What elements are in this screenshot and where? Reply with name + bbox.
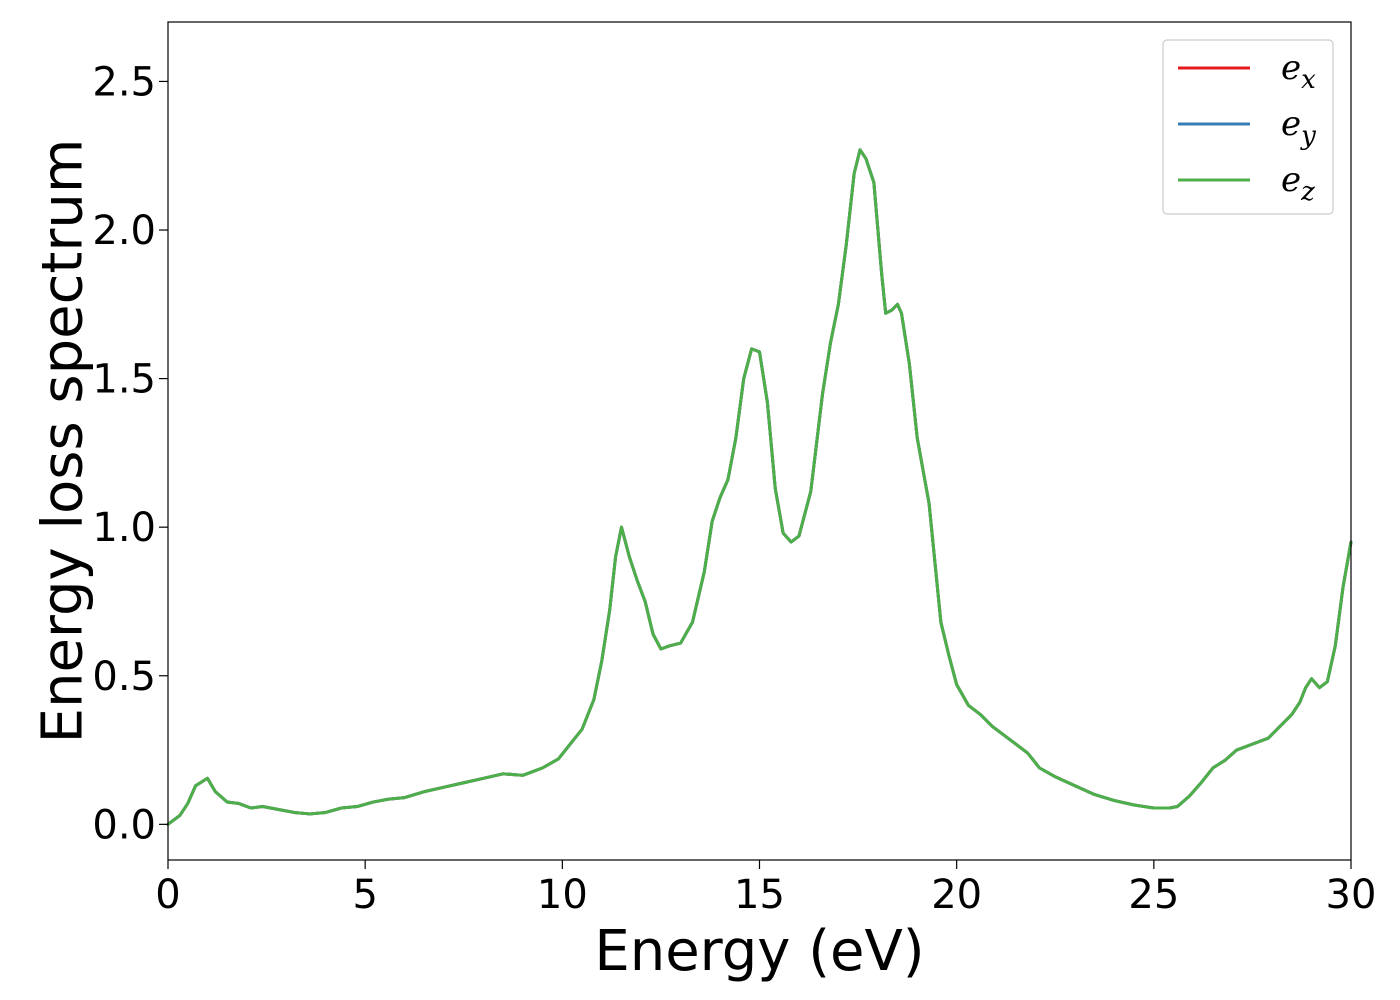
y-tick-label: 0.5 [92,654,156,700]
y-tick-label: 1.0 [92,505,156,551]
x-tick-label: 10 [537,872,588,918]
x-tick-label: 20 [931,872,982,918]
x-tick-label: 15 [734,872,785,918]
x-tick-label: 30 [1326,872,1377,918]
y-tick-label: 2.5 [92,59,156,105]
y-axis: 0.0 0.5 1.0 1.5 2.0 2.5 [92,59,168,848]
series-layer [166,148,1353,826]
legend-box [1162,39,1334,215]
y-tick-label: 1.5 [92,357,156,403]
x-tick-label: 0 [155,872,180,918]
series-line-e-z [166,148,1353,826]
x-tick-label: 5 [352,872,377,918]
y-tick-label: 2.0 [92,208,156,254]
x-axis: 0 5 10 15 20 25 30 [155,860,1376,918]
x-axis-title: Energy (eV) [594,919,924,984]
y-axis-title: Energy loss spectrum [31,139,96,744]
x-tick-label: 25 [1128,872,1179,918]
y-tick-label: 0.0 [92,802,156,848]
